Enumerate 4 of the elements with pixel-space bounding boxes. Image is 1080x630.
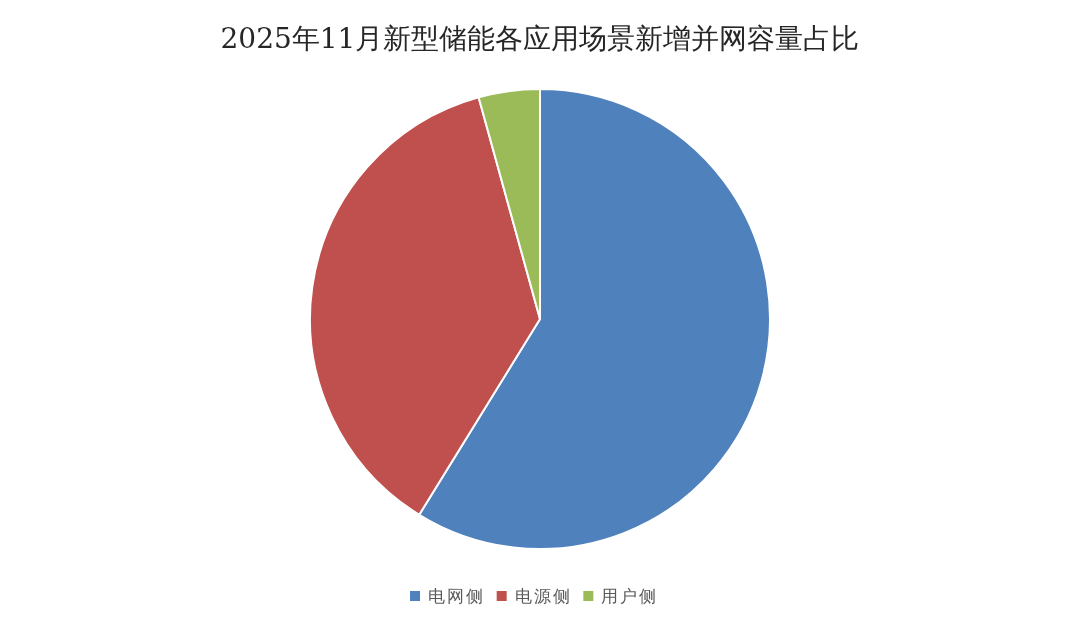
legend-label: 电网侧	[428, 586, 486, 606]
chart-title: 2025年11月新型储能各应用场景新增并网容量占比	[220, 21, 860, 55]
legend-label: 用户侧	[601, 586, 659, 606]
legend-label: 电源侧	[514, 586, 572, 606]
